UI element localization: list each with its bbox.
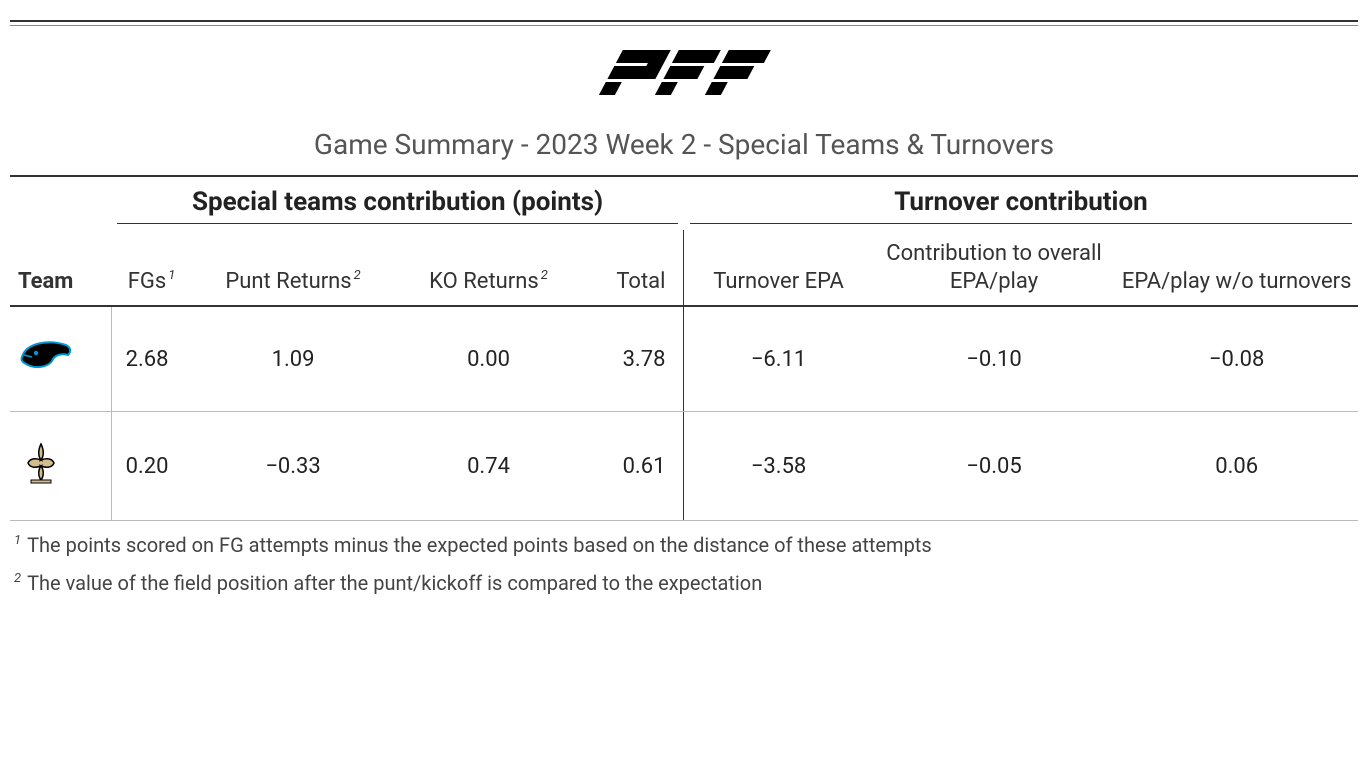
col-total: Total [583,230,684,306]
cell-punt: −0.33 [192,412,394,521]
col-punt: Punt Returns2 [192,230,394,306]
col-ko-sup: 2 [541,268,548,283]
top-rule [10,20,1358,26]
stats-table: Special teams contribution (points) Turn… [10,175,1358,521]
report-container: Game Summary - 2023 Week 2 - Special Tea… [10,20,1358,595]
col-fgs-sup: 1 [168,268,175,283]
col-punt-sup: 2 [354,268,361,283]
col-contrib: Contribution to overall EPA/play [873,230,1116,306]
col-fgs: FGs1 [111,230,192,306]
cell-punt: 1.09 [192,306,394,412]
saints-logo-icon [18,440,74,488]
section-turnover: Turnover contribution [684,176,1358,230]
footnote-1-text: The points scored on FG attempts minus t… [27,533,932,557]
footnote-2: 2 The value of the field position after t… [14,571,1358,595]
footnote-2-marker: 2 [14,571,21,586]
section-blank [10,176,111,230]
col-epa-wo: EPA/play w/o turnovers [1115,230,1358,306]
cell-total: 3.78 [583,306,684,412]
footnotes: 1 The points scored on FG attempts minus … [10,533,1358,595]
col-punt-label: Punt Returns [225,269,351,294]
footnote-1-marker: 1 [14,533,21,548]
cell-ko: 0.00 [394,306,583,412]
section-special-teams: Special teams contribution (points) [111,176,684,230]
pff-logo [584,44,784,104]
section-special-label: Special teams contribution (points) [192,187,603,217]
panthers-logo-icon [18,335,74,383]
team-cell [10,412,111,521]
col-ko: KO Returns2 [394,230,583,306]
col-ko-label: KO Returns [429,269,539,294]
cell-epa-wo: −0.08 [1115,306,1358,412]
cell-epa-wo: 0.06 [1115,412,1358,521]
cell-contrib: −0.10 [873,306,1116,412]
cell-fgs: 0.20 [111,412,192,521]
team-cell [10,306,111,412]
col-fgs-label: FGs [128,269,167,294]
footnote-1: 1 The points scored on FG attempts minus … [14,533,1358,557]
cell-ko: 0.74 [394,412,583,521]
cell-turnover-epa: −3.58 [684,412,873,521]
table-row: 2.68 1.09 0.00 3.78 −6.11 −0.10 −0.08 [10,306,1358,412]
cell-fgs: 2.68 [111,306,192,412]
table-row: 0.20 −0.33 0.74 0.61 −3.58 −0.05 0.06 [10,412,1358,521]
logo-row [10,44,1358,104]
cell-contrib: −0.05 [873,412,1116,521]
col-team: Team [10,230,111,306]
cell-turnover-epa: −6.11 [684,306,873,412]
footnote-2-text: The value of the field position after th… [27,571,762,595]
section-turnover-label: Turnover contribution [894,187,1147,217]
col-turnover-epa: Turnover EPA [684,230,873,306]
page-title: Game Summary - 2023 Week 2 - Special Tea… [10,128,1358,161]
cell-total: 0.61 [583,412,684,521]
